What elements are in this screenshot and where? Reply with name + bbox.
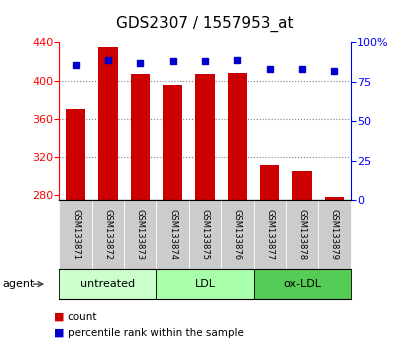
Text: agent: agent <box>2 279 34 289</box>
Text: count: count <box>67 312 97 322</box>
Text: GSM133878: GSM133878 <box>297 209 306 260</box>
Text: ■: ■ <box>54 328 65 338</box>
Bar <box>98 47 117 200</box>
Text: ■: ■ <box>54 312 65 322</box>
Bar <box>259 165 279 200</box>
Bar <box>227 73 247 200</box>
Text: ox-LDL: ox-LDL <box>282 279 320 289</box>
Bar <box>195 74 214 200</box>
Text: GSM133873: GSM133873 <box>135 209 144 260</box>
Bar <box>324 197 343 200</box>
Text: untreated: untreated <box>80 279 135 289</box>
Bar <box>66 109 85 200</box>
Text: GSM133877: GSM133877 <box>265 209 274 260</box>
Text: GSM133876: GSM133876 <box>232 209 241 260</box>
Text: LDL: LDL <box>194 279 215 289</box>
Text: GSM133874: GSM133874 <box>168 209 177 260</box>
Text: GSM133872: GSM133872 <box>103 209 112 260</box>
Bar <box>130 74 150 200</box>
Text: percentile rank within the sample: percentile rank within the sample <box>67 328 243 338</box>
Text: GDS2307 / 1557953_at: GDS2307 / 1557953_at <box>116 16 293 32</box>
Text: GSM133879: GSM133879 <box>329 209 338 260</box>
Bar <box>162 85 182 200</box>
Text: GSM133871: GSM133871 <box>71 209 80 260</box>
Bar <box>292 171 311 200</box>
Text: GSM133875: GSM133875 <box>200 209 209 260</box>
